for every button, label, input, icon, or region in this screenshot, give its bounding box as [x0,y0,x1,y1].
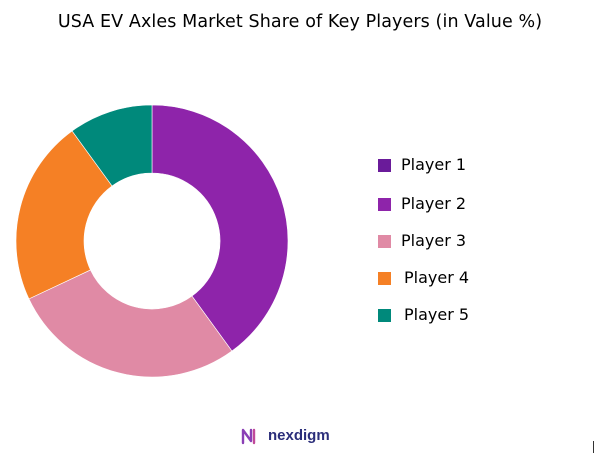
slice-player-2 [151,104,289,352]
nexdigm-logo-icon [241,428,256,445]
chart-title: USA EV Axles Market Share of Key Players… [57,12,543,32]
legend-swatch [378,309,391,322]
slice-player-5 [71,104,153,187]
legend-label: Player 2 [401,194,467,213]
legend-swatch [378,272,391,285]
brand-name: nexdigm [268,427,330,444]
text-cursor [593,441,594,453]
legend-label: Player 3 [401,231,467,250]
slice-player-3 [28,269,233,378]
legend-swatch [378,159,391,172]
slice-player-4 [15,130,113,300]
legend-swatch [378,198,391,211]
legend-label: Player 4 [404,268,470,287]
legend-swatch [378,235,391,248]
legend-label: Player 1 [401,155,467,174]
legend-label: Player 5 [404,305,470,324]
